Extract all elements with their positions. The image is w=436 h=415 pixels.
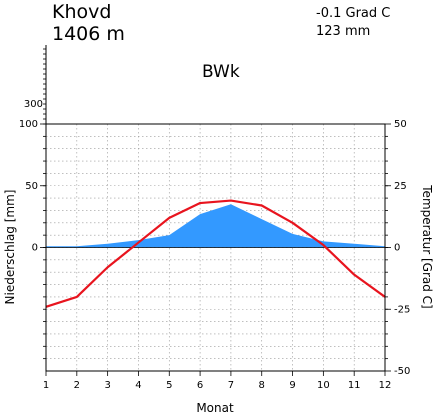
precipitation-area xyxy=(46,204,385,248)
mean-temperature: -0.1 Grad C xyxy=(316,6,390,21)
x-tick-label: 9 xyxy=(289,380,295,391)
x-tick-label: 1 xyxy=(43,380,49,391)
x-tick-label: 12 xyxy=(379,380,392,391)
y-tick-label-precipitation: 100 xyxy=(19,119,38,130)
annual-precipitation: 123 mm xyxy=(316,24,370,39)
y-tick-label-temperature: -50 xyxy=(394,366,410,377)
upper-axis-tick-label: 300 xyxy=(24,99,43,110)
x-axis-label: Monat xyxy=(196,401,234,415)
x-tick-label: 8 xyxy=(259,380,265,391)
station-elevation: 1406 m xyxy=(52,23,125,45)
y-tick-label-temperature: 50 xyxy=(394,119,407,130)
y-tick-label-temperature: -25 xyxy=(394,304,410,315)
y-tick-label-precipitation: 0 xyxy=(32,243,38,254)
x-tick-label: 7 xyxy=(228,380,234,391)
x-tick-label: 3 xyxy=(104,380,110,391)
y-axis-label-temperature: Temperatur [Grad C] xyxy=(420,184,434,308)
x-tick-label: 4 xyxy=(135,380,141,391)
x-tick-label: 6 xyxy=(197,380,203,391)
y-tick-label-temperature: 0 xyxy=(394,243,400,254)
y-tick-label-temperature: 25 xyxy=(394,181,407,192)
station-name: Khovd xyxy=(52,1,111,23)
climate-classification: BWk xyxy=(202,62,240,82)
x-tick-label: 11 xyxy=(348,380,361,391)
y-axis-label-precipitation: Niederschlag [mm] xyxy=(3,190,17,305)
x-tick-label: 2 xyxy=(74,380,80,391)
x-tick-label: 5 xyxy=(166,380,172,391)
y-tick-label-precipitation: 50 xyxy=(25,181,38,192)
x-tick-label: 10 xyxy=(317,380,330,391)
temperature-line xyxy=(45,199,386,308)
